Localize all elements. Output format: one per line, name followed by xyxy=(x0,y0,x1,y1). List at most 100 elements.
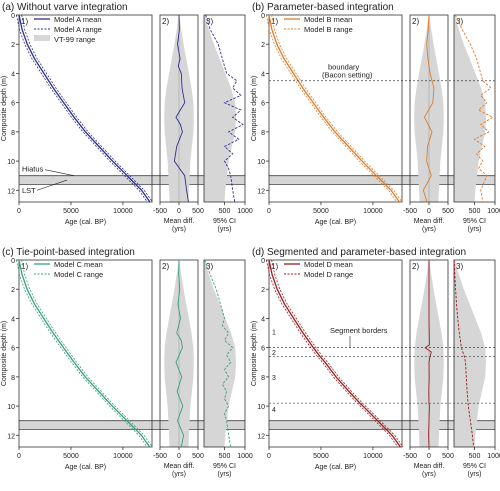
mean-diff-line xyxy=(424,260,432,448)
x-tick-label-diff: 500 xyxy=(192,208,204,215)
y-tick-label: 6 xyxy=(11,346,15,353)
y-tick-label: 4 xyxy=(261,71,265,78)
lst-pointer xyxy=(36,179,68,191)
x-tick-label-age: 10000 xyxy=(363,208,383,215)
x-tick-label-age: 0 xyxy=(267,453,271,460)
ci-line xyxy=(205,14,244,203)
x-axis-label-age: Age (cal. BP) xyxy=(65,464,106,471)
y-tick-label: 12 xyxy=(7,188,15,195)
legend-label-range: Model D range xyxy=(304,270,353,279)
y-tick-label: 0 xyxy=(261,13,265,20)
y-tick-label: 6 xyxy=(261,101,265,108)
x-axis-label-ci: 95% CI xyxy=(463,218,486,225)
y-tick-label: 8 xyxy=(11,375,15,382)
x-axis-label-diff-unit: (yrs) xyxy=(422,226,436,233)
x-axis-label-ci-unit: (yrs) xyxy=(468,471,482,478)
y-tick-label: 6 xyxy=(261,346,265,353)
panel-title: (c) Tie-point-based integration xyxy=(2,247,135,258)
segment-label: 1 xyxy=(272,330,276,337)
x-axis-label-diff: Mean diff. xyxy=(164,218,195,225)
x-tick-label-age: 5000 xyxy=(313,453,329,460)
segment-label: 2 xyxy=(272,350,276,357)
segment-label: 3 xyxy=(272,375,276,382)
legend-label-mean: Model B mean xyxy=(304,15,352,24)
x-tick-label-diff: 500 xyxy=(192,453,204,460)
subplot-label-1: 1) xyxy=(21,17,28,26)
x-tick-label-age: 10000 xyxy=(113,453,133,460)
y-axis-label: Composite depth (m) xyxy=(251,321,258,386)
y-tick-label: 0 xyxy=(11,13,15,20)
x-tick-label-age: 0 xyxy=(267,208,271,215)
x-axis-label-ci-unit: (yrs) xyxy=(468,226,482,233)
x-axis-label-age: Age (cal. BP) xyxy=(315,219,356,226)
x-tick-label-age: 5000 xyxy=(313,208,329,215)
subplot-label-3: 3) xyxy=(456,17,463,26)
ci-line xyxy=(204,259,234,448)
x-axis-label-diff: Mean diff. xyxy=(414,463,445,470)
x-axis-label-diff-unit: (yrs) xyxy=(172,226,186,233)
lst-label: LST xyxy=(22,186,36,195)
y-tick-label: 2 xyxy=(11,287,15,294)
subplot-label-2: 2) xyxy=(162,17,169,26)
mean-line xyxy=(18,259,151,448)
x-tick-label-diff: -500 xyxy=(153,453,167,460)
legend-label-mean: Model A mean xyxy=(54,15,102,24)
y-tick-label: 12 xyxy=(257,188,265,195)
mean-line xyxy=(268,259,401,448)
subplot-frame-1 xyxy=(268,14,403,203)
legend-label-range: Model A range xyxy=(54,25,102,34)
subplot-label-3: 3) xyxy=(206,262,213,271)
mean-line xyxy=(18,14,151,203)
y-tick-label: 10 xyxy=(7,159,15,166)
x-tick-label-age: 0 xyxy=(17,208,21,215)
subplot-frame-1 xyxy=(18,14,153,203)
y-tick-label: 10 xyxy=(257,404,265,411)
x-tick-label-age: 5000 xyxy=(63,453,79,460)
mean-line xyxy=(268,14,400,203)
x-axis-label-age: Age (cal. BP) xyxy=(315,464,356,471)
panel-b: (b) Parameter-based integration 1) 2) 3) 0 2 4… xyxy=(251,2,500,233)
panel-title: (b) Parameter-based integration xyxy=(252,2,394,13)
x-tick-label-diff: -500 xyxy=(153,208,167,215)
x-tick-label-age: 10000 xyxy=(363,453,383,460)
vt99-band-ci xyxy=(454,15,486,202)
range-line-upper xyxy=(21,259,153,448)
mean-diff-line xyxy=(175,259,185,448)
panel-title: (a) Without varve integration xyxy=(2,2,128,13)
subplot-label-3: 3) xyxy=(456,262,463,271)
y-tick-label: 2 xyxy=(261,287,265,294)
x-tick-label-age: 0 xyxy=(17,453,21,460)
x-axis-label-diff-unit: (yrs) xyxy=(172,471,186,478)
x-tick-label-diff: -500 xyxy=(403,208,417,215)
y-axis-label: Composite depth (m) xyxy=(1,76,8,141)
range-line-lower xyxy=(266,259,399,448)
x-tick-label-ci: 1000 xyxy=(487,453,500,460)
subplot-label-1: 1) xyxy=(21,262,28,271)
range-line-upper xyxy=(271,259,404,448)
x-tick-label-ci: 500 xyxy=(219,453,231,460)
x-tick-label-ci: 500 xyxy=(469,208,481,215)
subplot-label-1: 1) xyxy=(271,17,278,26)
x-tick-label-diff: 0 xyxy=(177,208,181,215)
panel-title: (d) Segmented and parameter-based integr… xyxy=(252,247,466,258)
y-tick-label: 8 xyxy=(261,130,265,137)
range-line-upper xyxy=(21,14,153,203)
subplot-label-3: 3) xyxy=(206,17,213,26)
legend-label-range: Model B range xyxy=(304,25,353,34)
y-tick-label: 12 xyxy=(7,433,15,440)
y-axis-label: Composite depth (m) xyxy=(251,76,258,141)
x-axis-label-diff: Mean diff. xyxy=(414,218,445,225)
y-tick-label: 0 xyxy=(11,258,15,265)
y-tick-label: 10 xyxy=(257,159,265,166)
range-line-lower xyxy=(266,14,398,203)
y-tick-label: 10 xyxy=(7,404,15,411)
subplot-label-2: 2) xyxy=(162,262,169,271)
x-axis-label-ci-unit: (yrs) xyxy=(218,226,232,233)
x-tick-label-diff: 500 xyxy=(442,453,454,460)
x-tick-label-diff: 500 xyxy=(442,208,454,215)
y-tick-label: 4 xyxy=(11,316,15,323)
x-axis-label-diff-unit: (yrs) xyxy=(422,471,436,478)
y-tick-label: 6 xyxy=(11,101,15,108)
